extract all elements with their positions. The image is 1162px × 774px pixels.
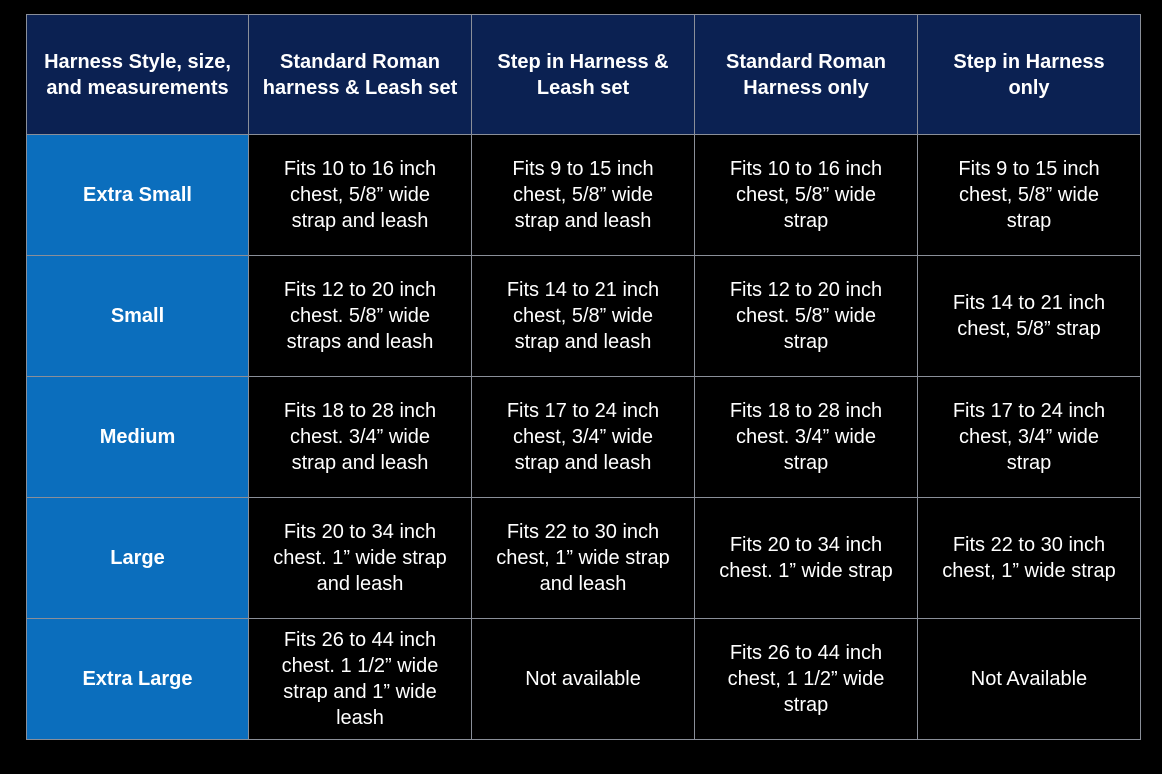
size-cell: Small (26, 255, 249, 377)
table-cell: Not Available (917, 618, 1141, 740)
table-cell: Fits 10 to 16 inch chest, 5/8” wide stra… (248, 134, 472, 256)
table-cell: Fits 14 to 21 inch chest, 5/8” strap (917, 255, 1141, 377)
table-row: Large Fits 20 to 34 inch chest. 1” wide s… (26, 497, 1141, 619)
table-cell: Fits 18 to 28 inch chest. 3/4” wide stra… (248, 376, 472, 498)
table-row: Extra Large Fits 26 to 44 inch chest. 1 1… (26, 618, 1141, 740)
table-cell: Fits 26 to 44 inch chest, 1 1/2” wide st… (694, 618, 918, 740)
table-cell: Fits 22 to 30 inch chest, 1” wide strap … (471, 497, 695, 619)
size-cell: Extra Large (26, 618, 249, 740)
header-cell: Standard Roman harness & Leash set (248, 14, 472, 135)
harness-size-table: Harness Style, size, and measurements St… (26, 14, 1141, 740)
header-row: Harness Style, size, and measurements St… (26, 14, 1141, 135)
table-row: Small Fits 12 to 20 inch chest. 5/8” wide… (26, 255, 1141, 377)
table-cell: Fits 20 to 34 inch chest. 1” wide strap … (248, 497, 472, 619)
table-cell: Fits 17 to 24 inch chest, 3/4” wide stra… (917, 376, 1141, 498)
header-cell: Step in Harness & Leash set (471, 14, 695, 135)
table-cell: Not available (471, 618, 695, 740)
size-cell: Extra Small (26, 134, 249, 256)
table-cell: Fits 26 to 44 inch chest. 1 1/2” wide st… (248, 618, 472, 740)
table-row: Extra Small Fits 10 to 16 inch chest, 5/8… (26, 134, 1141, 256)
table-cell: Fits 17 to 24 inch chest, 3/4” wide stra… (471, 376, 695, 498)
table-cell: Fits 18 to 28 inch chest. 3/4” wide stra… (694, 376, 918, 498)
table-cell: Fits 12 to 20 inch chest. 5/8” wide stra… (248, 255, 472, 377)
table-cell: Fits 10 to 16 inch chest, 5/8” wide stra… (694, 134, 918, 256)
header-cell: Standard Roman Harness only (694, 14, 918, 135)
table-cell: Fits 9 to 15 inch chest, 5/8” wide strap… (471, 134, 695, 256)
table-cell: Fits 9 to 15 inch chest, 5/8” wide strap (917, 134, 1141, 256)
table-cell: Fits 12 to 20 inch chest. 5/8” wide stra… (694, 255, 918, 377)
size-cell: Large (26, 497, 249, 619)
table-cell: Fits 20 to 34 inch chest. 1” wide strap (694, 497, 918, 619)
table-cell: Fits 14 to 21 inch chest, 5/8” wide stra… (471, 255, 695, 377)
table-cell: Fits 22 to 30 inch chest, 1” wide strap (917, 497, 1141, 619)
size-cell: Medium (26, 376, 249, 498)
header-cell: Harness Style, size, and measurements (26, 14, 249, 135)
table-row: Medium Fits 18 to 28 inch chest. 3/4” wid… (26, 376, 1141, 498)
header-cell: Step in Harness only (917, 14, 1141, 135)
